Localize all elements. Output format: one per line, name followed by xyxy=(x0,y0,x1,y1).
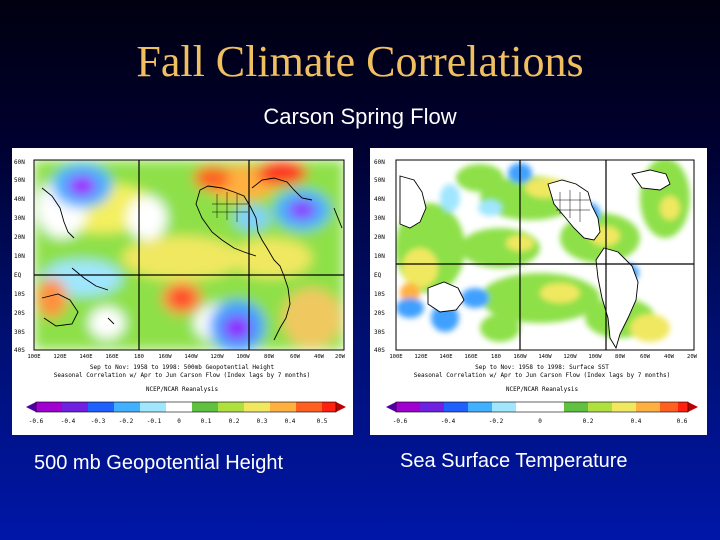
sea-surface-temperature-caption: Sea Surface Temperature xyxy=(400,450,628,472)
lat-label: 40S xyxy=(14,347,25,354)
colorbar-label: 0.2 xyxy=(229,418,240,425)
colorbar-label: 0.4 xyxy=(631,418,642,425)
lat-label: 50N xyxy=(14,177,25,184)
lat-label: 20N xyxy=(14,234,25,241)
lon-label: 180 xyxy=(491,354,501,360)
colorbar-label: -0.2 xyxy=(119,418,134,425)
lat-label: 50N xyxy=(374,177,385,184)
lon-label: 140W xyxy=(184,354,198,360)
slide-title: Fall Climate Correlations xyxy=(136,37,584,86)
lat-label: 10N xyxy=(14,253,25,260)
lon-label: 120E xyxy=(53,354,66,360)
lat-label: 40N xyxy=(14,196,25,203)
geopotential-height-caption: 500 mb Geopotential Height xyxy=(34,452,284,474)
lon-label: 140E xyxy=(439,354,452,360)
color-bar xyxy=(386,401,698,413)
geopotential-height-map: 60N 50N 40N 30N 20N 10N EQ 10S 20S 30S 4… xyxy=(14,159,346,425)
lon-label: 140E xyxy=(79,354,92,360)
slide-subtitle: Carson Spring Flow xyxy=(263,104,457,129)
sea-surface-temperature-map-panel: 60N 50N 40N 30N 20N 10N EQ 10S 20S 30S 4… xyxy=(370,148,707,435)
map-info-line: Sep to Nov: 1958 to 1998: 500mb Geopoten… xyxy=(90,364,275,371)
colorbar-label: 0.4 xyxy=(285,418,296,425)
colorbar-label: -0.3 xyxy=(91,418,106,425)
colorbar-label: -0.6 xyxy=(29,418,44,425)
colorbar-label: 0.3 xyxy=(257,418,268,425)
lon-label: 60W xyxy=(290,354,301,360)
lat-label: 60N xyxy=(374,159,385,166)
lon-label: 160W xyxy=(513,354,527,360)
lat-label: EQ xyxy=(374,272,382,279)
lon-label: 160E xyxy=(464,354,477,360)
lon-label: 40W xyxy=(314,354,325,360)
lat-label: 10S xyxy=(374,291,385,298)
lat-label: 10N xyxy=(374,253,385,260)
lat-label: 30S xyxy=(374,329,385,336)
lat-label: 30S xyxy=(14,329,25,336)
lon-label: 120E xyxy=(414,354,427,360)
map-info-line: Sep to Nov: 1958 to 1998: Surface SST xyxy=(475,364,609,371)
lat-label: 20N xyxy=(374,234,385,241)
geopotential-height-map-panel: 60N 50N 40N 30N 20N 10N EQ 10S 20S 30S 4… xyxy=(12,148,353,435)
colorbar-label: 0.6 xyxy=(677,418,688,425)
lon-label: 160E xyxy=(105,354,118,360)
sea-surface-temperature-map: 60N 50N 40N 30N 20N 10N EQ 10S 20S 30S 4… xyxy=(374,159,698,425)
colorbar-label: -0.4 xyxy=(441,418,456,425)
colorbar-label: 0 xyxy=(177,418,181,425)
lon-label: 20W xyxy=(335,354,346,360)
lon-label: 60W xyxy=(640,354,651,360)
colorbar-label: -0.6 xyxy=(393,418,408,425)
map-info-line: NCEP/NCAR Reanalysis xyxy=(506,386,579,393)
lon-label: 20W xyxy=(687,354,698,360)
lat-label: 20S xyxy=(14,310,25,317)
lon-label: 120W xyxy=(210,354,224,360)
lat-label: 20S xyxy=(374,310,385,317)
colorbar-label: 0.2 xyxy=(583,418,594,425)
color-bar xyxy=(26,401,346,413)
map-info-line: NCEP/NCAR Reanalysis xyxy=(146,386,219,393)
lat-label: 10S xyxy=(14,291,25,298)
colorbar-label: 0.5 xyxy=(317,418,328,425)
colorbar-label: 0 xyxy=(538,418,542,425)
lon-label: 140W xyxy=(538,354,552,360)
lon-label: 160W xyxy=(158,354,172,360)
lon-label: 100W xyxy=(588,354,602,360)
lat-label: 40S xyxy=(374,347,385,354)
lon-label: 80W xyxy=(264,354,275,360)
map-info-line: Seasonal Correlation w/ Apr to Jun Carso… xyxy=(54,372,310,379)
colorbar-label: -0.4 xyxy=(61,418,76,425)
map-info-line: Seasonal Correlation w/ Apr to Jun Carso… xyxy=(414,372,670,379)
colorbar-label: -0.2 xyxy=(489,418,504,425)
lat-label: 60N xyxy=(14,159,25,166)
lon-label: 180 xyxy=(134,354,144,360)
lon-label: 100E xyxy=(389,354,402,360)
lat-label: EQ xyxy=(14,272,22,279)
lon-label: 40W xyxy=(664,354,675,360)
lon-label: 120W xyxy=(563,354,577,360)
colorbar-label: 0.1 xyxy=(201,418,212,425)
lon-label: 80W xyxy=(615,354,626,360)
lat-label: 40N xyxy=(374,196,385,203)
lat-label: 30N xyxy=(14,215,25,222)
lon-label: 100W xyxy=(236,354,250,360)
lon-label: 100E xyxy=(27,354,40,360)
colorbar-label: -0.1 xyxy=(147,418,162,425)
lat-label: 30N xyxy=(374,215,385,222)
